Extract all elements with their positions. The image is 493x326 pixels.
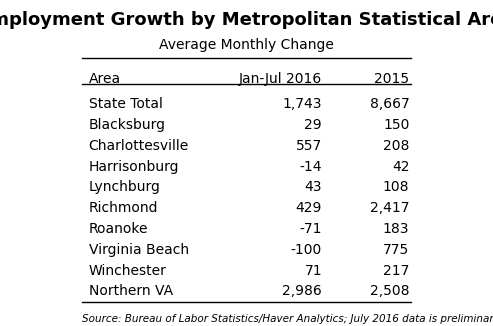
Text: -100: -100 xyxy=(291,243,322,257)
Text: Area: Area xyxy=(89,72,121,86)
Text: 29: 29 xyxy=(305,118,322,132)
Text: 557: 557 xyxy=(296,139,322,153)
Text: 2,417: 2,417 xyxy=(370,201,409,215)
Text: Lynchburg: Lynchburg xyxy=(89,181,161,195)
Text: Harrisonburg: Harrisonburg xyxy=(89,160,179,174)
Text: Charlottesville: Charlottesville xyxy=(89,139,189,153)
Text: Blacksburg: Blacksburg xyxy=(89,118,166,132)
Text: 42: 42 xyxy=(392,160,409,174)
Text: 43: 43 xyxy=(305,181,322,195)
Text: 2015: 2015 xyxy=(374,72,409,86)
Text: Winchester: Winchester xyxy=(89,263,167,277)
Text: Employment Growth by Metropolitan Statistical Area: Employment Growth by Metropolitan Statis… xyxy=(0,11,493,29)
Text: Jan-Jul 2016: Jan-Jul 2016 xyxy=(239,72,322,86)
Text: 208: 208 xyxy=(383,139,409,153)
Text: 183: 183 xyxy=(383,222,409,236)
Text: 71: 71 xyxy=(305,263,322,277)
Text: Average Monthly Change: Average Monthly Change xyxy=(159,37,334,52)
Text: 2,986: 2,986 xyxy=(282,284,322,298)
Text: -71: -71 xyxy=(300,222,322,236)
Text: Richmond: Richmond xyxy=(89,201,158,215)
Text: 775: 775 xyxy=(383,243,409,257)
Text: Virginia Beach: Virginia Beach xyxy=(89,243,189,257)
Text: Roanoke: Roanoke xyxy=(89,222,148,236)
Text: Northern VA: Northern VA xyxy=(89,284,173,298)
Text: 1,743: 1,743 xyxy=(282,97,322,111)
Text: 150: 150 xyxy=(383,118,409,132)
Text: 429: 429 xyxy=(296,201,322,215)
Text: State Total: State Total xyxy=(89,97,163,111)
Text: 2,508: 2,508 xyxy=(370,284,409,298)
Text: 217: 217 xyxy=(383,263,409,277)
Text: -14: -14 xyxy=(300,160,322,174)
Text: Source: Bureau of Labor Statistics/Haver Analytics; July 2016 data is preliminar: Source: Bureau of Labor Statistics/Haver… xyxy=(82,314,493,324)
Text: 108: 108 xyxy=(383,181,409,195)
Text: 8,667: 8,667 xyxy=(370,97,409,111)
